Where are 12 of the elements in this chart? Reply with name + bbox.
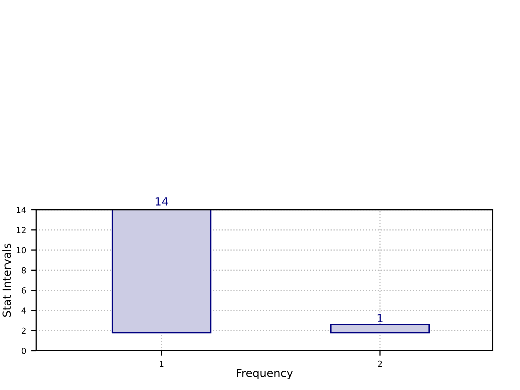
y-tick-label: 4 [22,308,26,314]
data-label: 14 [156,198,168,206]
x-axis-title: Frequency [237,369,294,380]
y-tick-label: 8 [22,267,26,274]
y-tick-label: 6 [22,288,26,294]
y-tick-label: 0 [22,348,26,354]
y-tick-label: 12 [16,227,26,234]
y-axis-title: Stat Intervals [2,244,12,317]
y-tick-label: 14 [16,207,26,214]
data-label: 1 [378,314,383,323]
y-tick-label: 2 [22,328,26,334]
y-tick-label: 10 [16,247,26,254]
